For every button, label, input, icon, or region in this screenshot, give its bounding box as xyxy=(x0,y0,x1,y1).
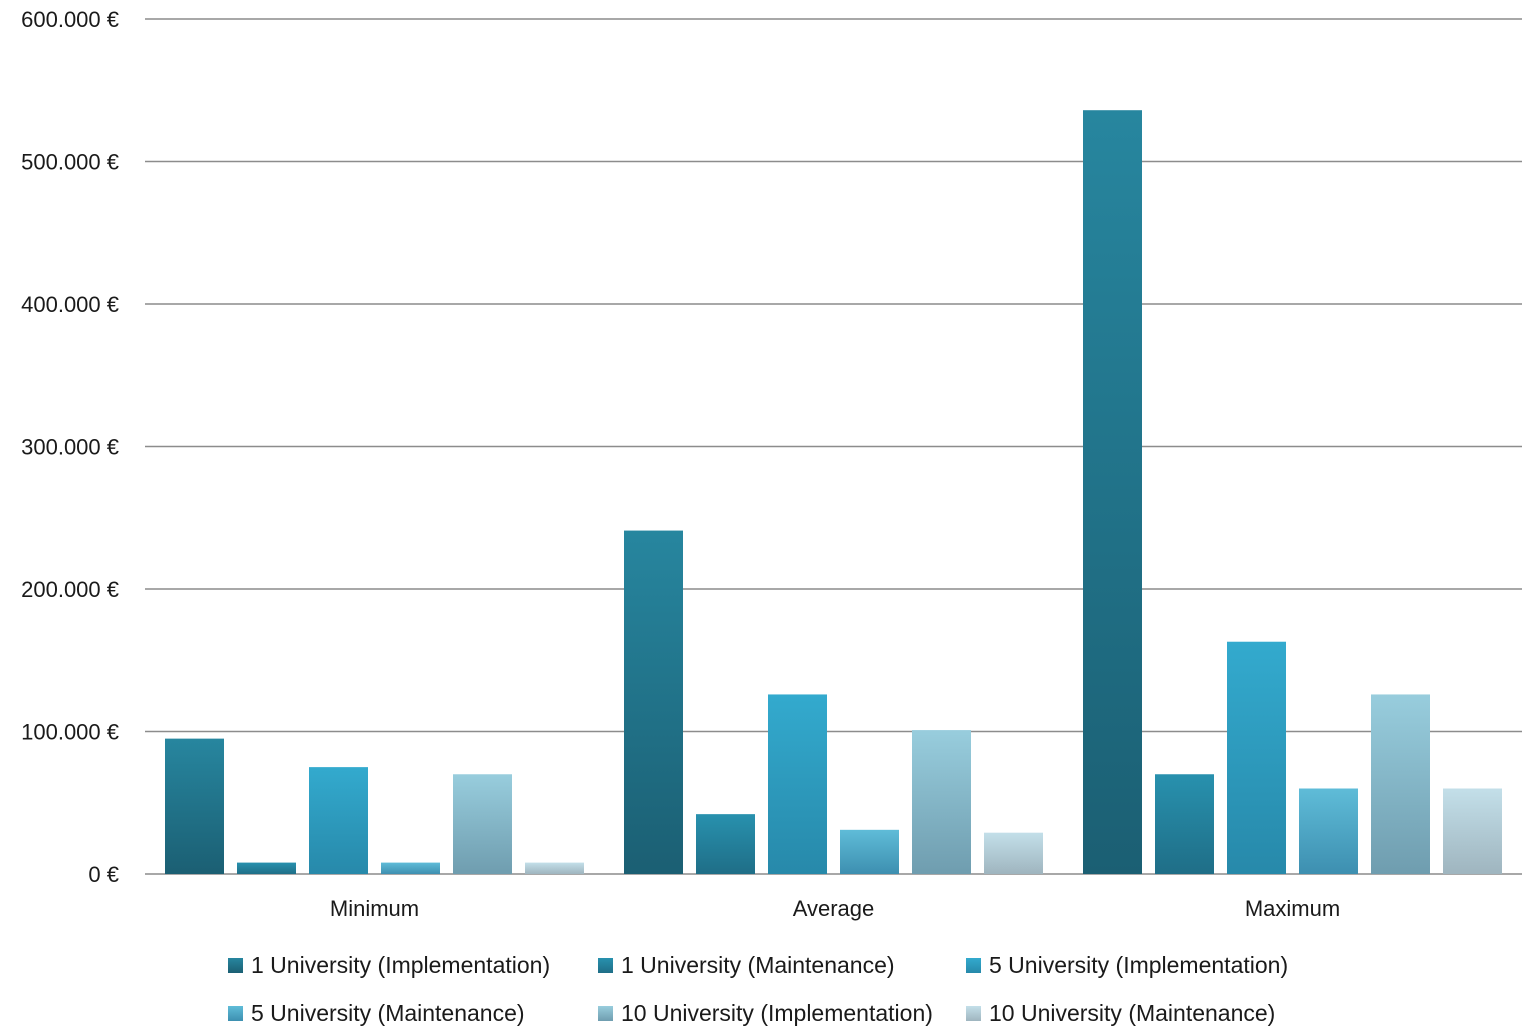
bar-average-series-1 xyxy=(624,530,683,874)
legend-item: 1 University (Implementation) xyxy=(228,948,550,982)
bar-minimum-series-3 xyxy=(309,767,368,874)
legend-item: 5 University (Implementation) xyxy=(966,948,1288,982)
bar-maximum-series-5 xyxy=(1371,694,1430,874)
legend-label: 10 University (Maintenance) xyxy=(989,999,1276,1026)
y-tick-label: 200.000 € xyxy=(21,577,119,602)
legend-swatch xyxy=(228,1005,243,1021)
bar-chart: 0 € 100.000 € 200.000 € 300.000 € 400.000 € 5… xyxy=(21,7,1522,921)
y-tick-label: 600.000 € xyxy=(21,7,119,32)
gridlines xyxy=(145,18,1522,875)
bar-average-series-4 xyxy=(840,829,899,874)
bar-minimum-series-6 xyxy=(525,862,584,874)
bar-minimum-series-5 xyxy=(453,774,512,874)
bar-minimum-series-4 xyxy=(381,862,440,874)
legend-swatch xyxy=(598,957,613,973)
legend-swatch xyxy=(228,957,243,973)
y-tick-label: 0 € xyxy=(88,862,119,887)
bars xyxy=(165,110,1502,874)
bar-average-series-2 xyxy=(696,814,755,874)
y-tick-label: 400.000 € xyxy=(21,292,119,317)
x-axis-category-labels: Minimum Average Maximum xyxy=(330,896,1340,921)
bar-maximum-series-6 xyxy=(1443,788,1502,874)
legend-item: 5 University (Maintenance) xyxy=(228,996,525,1030)
legend-swatch xyxy=(966,957,981,973)
x-category-label: Average xyxy=(793,896,875,921)
legend-item: 1 University (Maintenance) xyxy=(598,948,895,982)
x-category-label: Maximum xyxy=(1245,896,1340,921)
y-tick-label: 300.000 € xyxy=(21,435,119,460)
bar-maximum-series-3 xyxy=(1227,641,1286,874)
y-tick-label: 500.000 € xyxy=(21,150,119,175)
bar-average-series-5 xyxy=(912,730,971,874)
x-category-label: Minimum xyxy=(330,896,419,921)
bar-average-series-6 xyxy=(984,832,1043,874)
y-tick-label: 100.000 € xyxy=(21,720,119,745)
bar-minimum-series-1 xyxy=(165,738,224,874)
y-axis-tick-labels: 0 € 100.000 € 200.000 € 300.000 € 400.000 € 5… xyxy=(21,7,119,887)
bar-maximum-series-2 xyxy=(1155,774,1214,874)
legend-item: 10 University (Maintenance) xyxy=(966,996,1275,1030)
legend-swatch xyxy=(598,1005,613,1021)
legend-label: 10 University (Implementation) xyxy=(621,999,933,1026)
legend-label: 5 University (Maintenance) xyxy=(251,999,525,1026)
bar-maximum-series-1 xyxy=(1083,110,1142,874)
legend-label: 1 University (Maintenance) xyxy=(621,951,895,978)
bar-average-series-3 xyxy=(768,694,827,874)
legend-swatch xyxy=(966,1005,981,1021)
bar-minimum-series-2 xyxy=(237,862,296,874)
legend-label: 5 University (Implementation) xyxy=(989,951,1289,978)
legend-label: 1 University (Implementation) xyxy=(251,951,551,978)
legend-item: 10 University (Implementation) xyxy=(598,996,933,1030)
bar-maximum-series-4 xyxy=(1299,788,1358,874)
